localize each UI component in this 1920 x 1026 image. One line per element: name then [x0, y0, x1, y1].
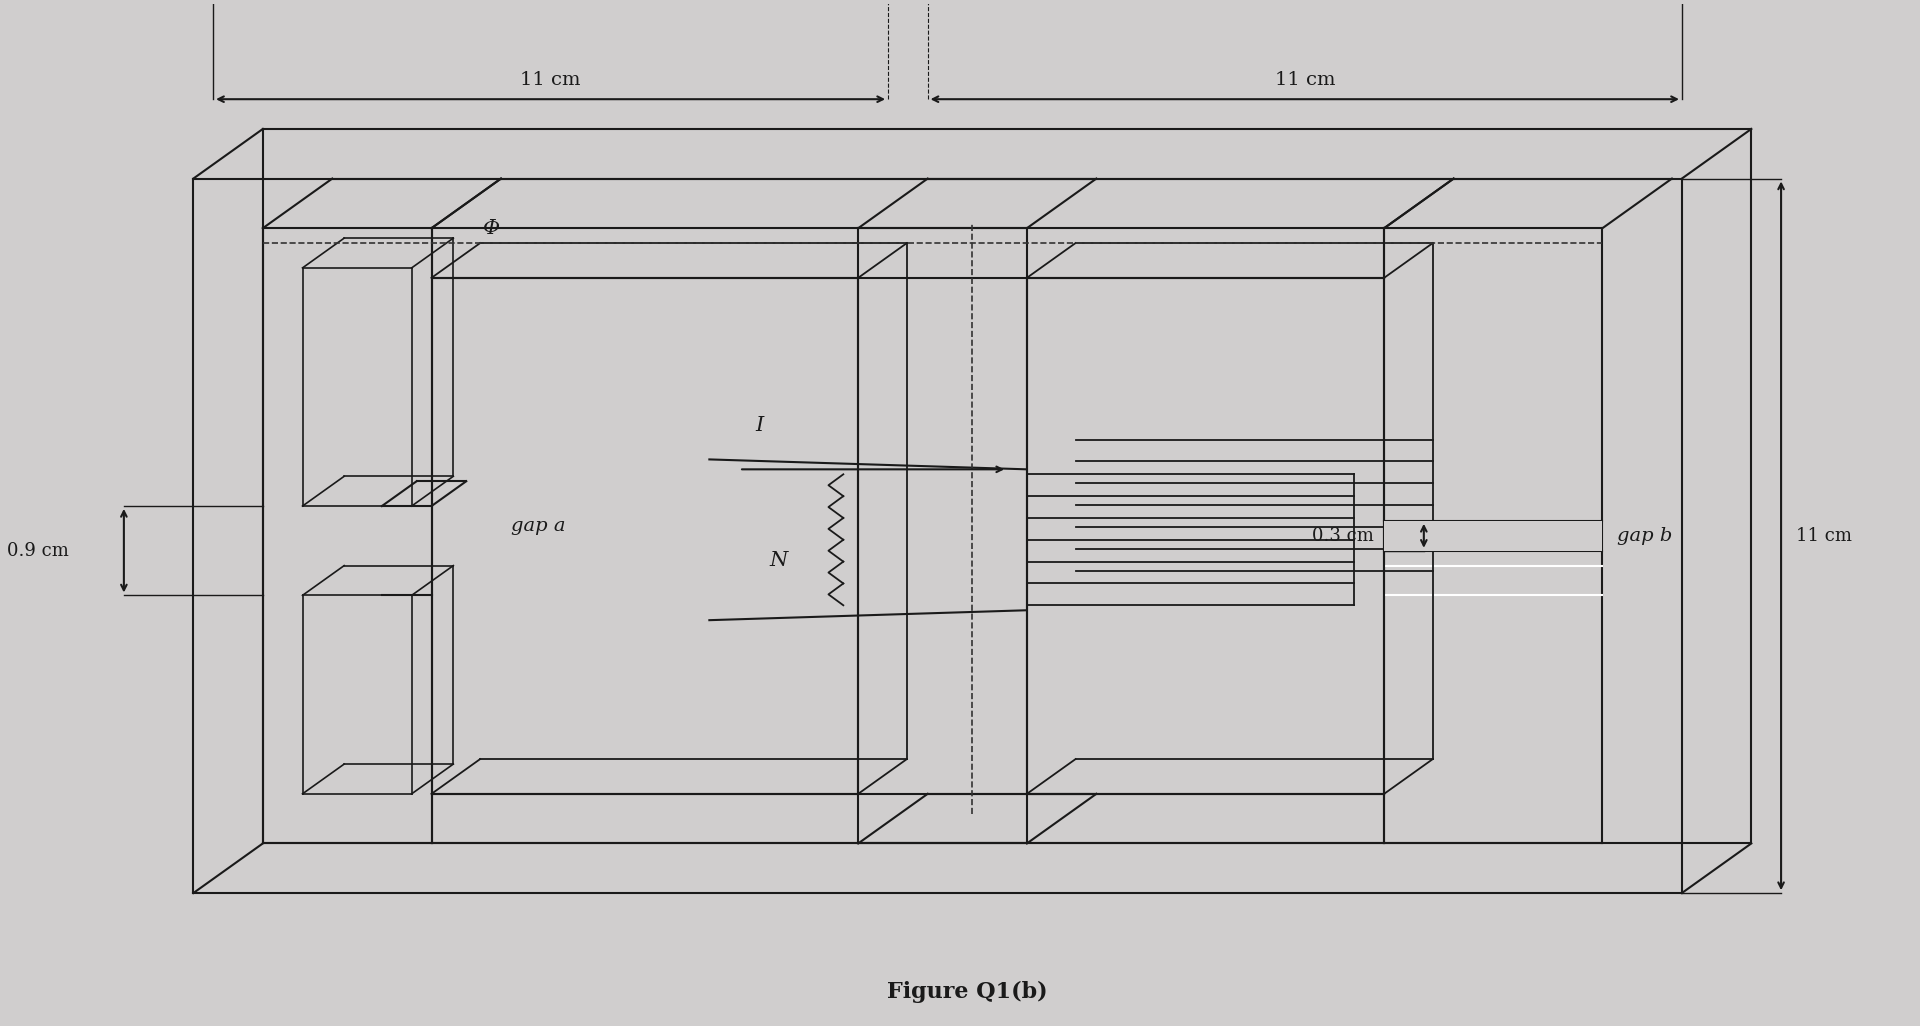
Text: 0.3 cm: 0.3 cm [1313, 526, 1375, 545]
Text: Φ: Φ [482, 220, 499, 238]
Bar [1384, 521, 1603, 551]
Text: Figure Q1(b): Figure Q1(b) [887, 981, 1048, 1003]
Text: 11 cm: 11 cm [520, 71, 582, 89]
Text: I: I [755, 416, 762, 435]
Text: 11 cm: 11 cm [1275, 71, 1334, 89]
Text: 11 cm: 11 cm [1795, 526, 1853, 545]
Text: 0.9 cm: 0.9 cm [8, 542, 69, 560]
Text: gap b: gap b [1617, 526, 1672, 545]
Text: gap a: gap a [511, 517, 564, 535]
Text: N: N [770, 551, 787, 570]
